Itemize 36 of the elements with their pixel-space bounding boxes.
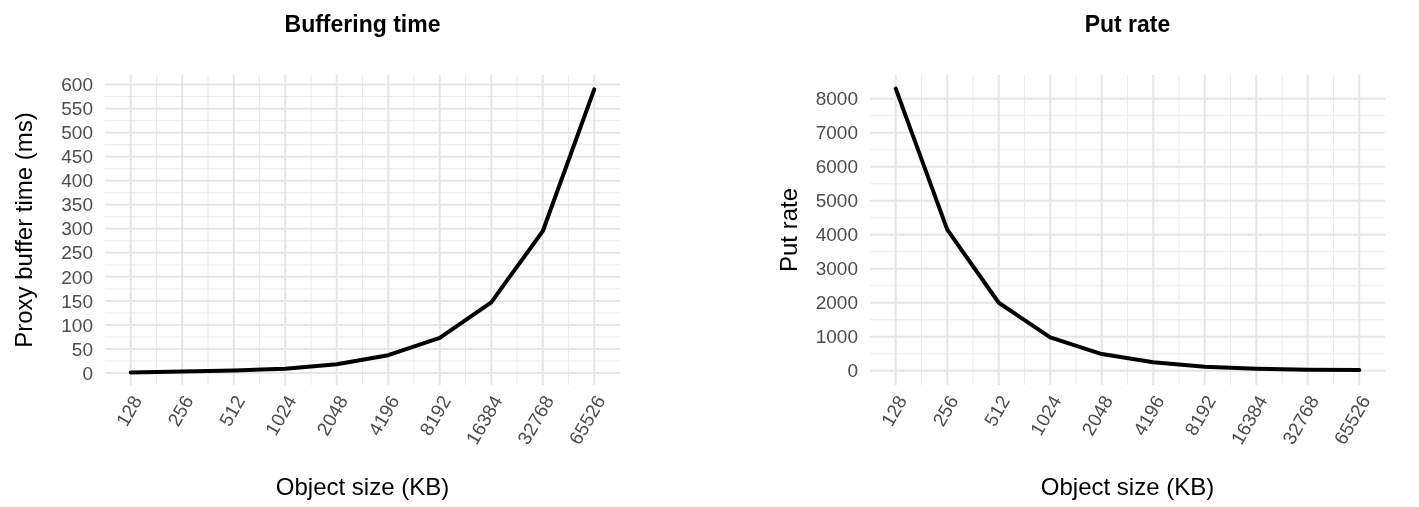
y-tick-label: 3000	[815, 258, 858, 280]
line-series	[128, 87, 597, 375]
y-tick-label: 100	[61, 314, 93, 336]
y-tick-label: 600	[61, 74, 93, 96]
y-tick-label: 7000	[815, 122, 858, 144]
x-tick-label: 512	[979, 391, 1014, 430]
x-axis-title: Object size (KB)	[1040, 473, 1215, 500]
chart-title: Put rate	[1084, 11, 1171, 37]
x-tick-label: 128	[111, 391, 146, 430]
line-series	[893, 86, 1362, 373]
y-tick-label: 300	[61, 218, 93, 240]
x-tick-label: 512	[214, 391, 249, 430]
chart-title: Buffering time	[284, 11, 441, 37]
y-tick-label: 400	[61, 170, 93, 192]
y-tick-label: 450	[61, 146, 93, 168]
y-tick-label: 0	[847, 360, 858, 382]
y-tick-label: 500	[61, 122, 93, 144]
y-axis-title: Proxy buffer time (ms)	[10, 112, 37, 348]
x-tick-label: 256	[928, 391, 963, 430]
y-tick-label: 350	[61, 194, 93, 216]
y-tick-label: 1000	[815, 326, 858, 348]
y-tick-label: 0	[82, 362, 93, 384]
y-tick-label: 200	[61, 266, 93, 288]
x-tick-label: 256	[163, 391, 198, 430]
y-tick-label: 4000	[815, 224, 858, 246]
x-tick-label: 128	[876, 391, 911, 430]
y-tick-label: 150	[61, 290, 93, 312]
y-tick-label: 6000	[815, 156, 858, 178]
y-tick-label: 8000	[815, 88, 858, 110]
y-tick-label: 250	[61, 242, 93, 264]
y-axis-title: Put rate	[775, 187, 802, 273]
y-tick-label: 5000	[815, 190, 858, 212]
x-axis-title: Object size (KB)	[275, 473, 450, 500]
y-tick-label: 2000	[815, 292, 858, 314]
y-tick-label: 550	[61, 98, 93, 120]
y-tick-label: 50	[71, 338, 93, 360]
